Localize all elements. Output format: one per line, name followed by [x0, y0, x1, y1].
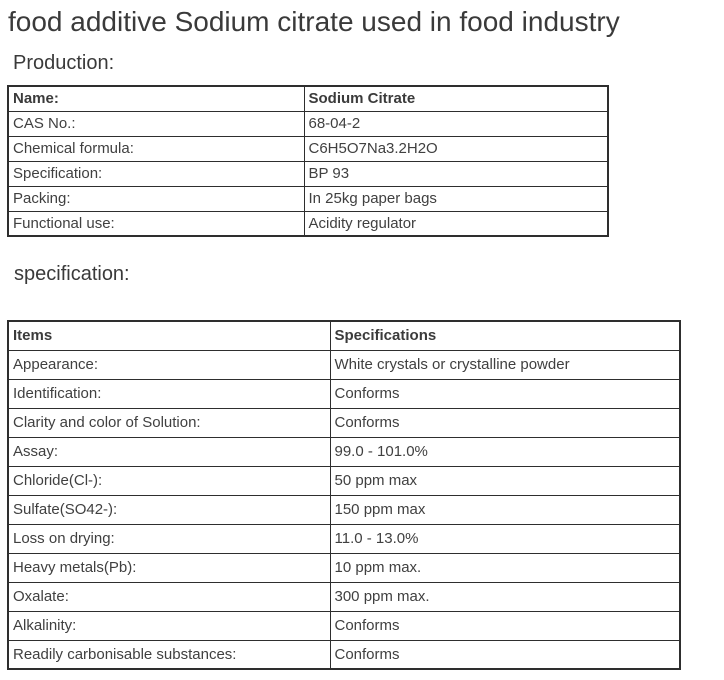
production-row-label: Packing:	[7, 185, 305, 212]
production-row-value: C6H5O7Na3.2H2O	[303, 135, 609, 162]
page-title: food additive Sodium citrate used in foo…	[8, 6, 620, 37]
production-section-heading: Production:	[13, 52, 115, 74]
spec-row-value: 150 ppm max	[329, 494, 681, 525]
table-row: Readily carbonisable substances: Conform…	[7, 639, 681, 670]
table-header-row: Items Specifications	[7, 320, 681, 351]
production-row-value: BP 93	[303, 160, 609, 187]
production-row-label: Chemical formula:	[7, 135, 305, 162]
spec-row-value: 99.0 - 101.0%	[329, 436, 681, 467]
spec-row-value: 50 ppm max	[329, 465, 681, 496]
spec-row-value: White crystals or crystalline powder	[329, 349, 681, 380]
spec-header-items: Items	[7, 320, 331, 351]
table-row: Clarity and color of Solution: Conforms	[7, 407, 681, 438]
production-row-value: 68-04-2	[303, 110, 609, 137]
table-row: Alkalinity: Conforms	[7, 610, 681, 641]
spec-row-value: 300 ppm max.	[329, 581, 681, 612]
table-row: Chemical formula: C6H5O7Na3.2H2O	[7, 135, 609, 162]
production-row-label: Specification:	[7, 160, 305, 187]
table-row: CAS No.: 68-04-2	[7, 110, 609, 137]
spec-row-value: Conforms	[329, 407, 681, 438]
spec-row-label: Loss on drying:	[7, 523, 331, 554]
table-row: Sulfate(SO42-): 150 ppm max	[7, 494, 681, 525]
spec-row-value: 10 ppm max.	[329, 552, 681, 583]
spec-row-value: Conforms	[329, 639, 681, 670]
table-row: Identification: Conforms	[7, 378, 681, 409]
spec-row-label: Alkalinity:	[7, 610, 331, 641]
table-row: Assay: 99.0 - 101.0%	[7, 436, 681, 467]
table-row: Name: Sodium Citrate	[7, 85, 609, 112]
production-table: Name: Sodium Citrate CAS No.: 68-04-2 Ch…	[7, 85, 609, 237]
table-row: Packing: In 25kg paper bags	[7, 185, 609, 212]
spec-row-value: Conforms	[329, 378, 681, 409]
production-row-label: Name:	[7, 85, 305, 112]
spec-row-label: Readily carbonisable substances:	[7, 639, 331, 670]
specification-table: Items Specifications Appearance: White c…	[7, 320, 681, 670]
production-row-value: Sodium Citrate	[303, 85, 609, 112]
spec-row-value: Conforms	[329, 610, 681, 641]
production-row-label: Functional use:	[7, 210, 305, 237]
spec-row-label: Assay:	[7, 436, 331, 467]
spec-row-label: Heavy metals(Pb):	[7, 552, 331, 583]
table-row: Heavy metals(Pb): 10 ppm max.	[7, 552, 681, 583]
table-row: Functional use: Acidity regulator	[7, 210, 609, 237]
spec-header-specifications: Specifications	[329, 320, 681, 351]
production-row-label: CAS No.:	[7, 110, 305, 137]
spec-row-label: Sulfate(SO42-):	[7, 494, 331, 525]
spec-row-value: 11.0 - 13.0%	[329, 523, 681, 554]
spec-row-label: Chloride(Cl-):	[7, 465, 331, 496]
spec-row-label: Oxalate:	[7, 581, 331, 612]
spec-row-label: Identification:	[7, 378, 331, 409]
production-row-value: Acidity regulator	[303, 210, 609, 237]
production-row-value: In 25kg paper bags	[303, 185, 609, 212]
table-row: Loss on drying: 11.0 - 13.0%	[7, 523, 681, 554]
table-row: Chloride(Cl-): 50 ppm max	[7, 465, 681, 496]
spec-row-label: Appearance:	[7, 349, 331, 380]
table-row: Appearance: White crystals or crystallin…	[7, 349, 681, 380]
spec-row-label: Clarity and color of Solution:	[7, 407, 331, 438]
specification-section-heading: specification:	[14, 263, 130, 285]
table-row: Specification: BP 93	[7, 160, 609, 187]
table-row: Oxalate: 300 ppm max.	[7, 581, 681, 612]
